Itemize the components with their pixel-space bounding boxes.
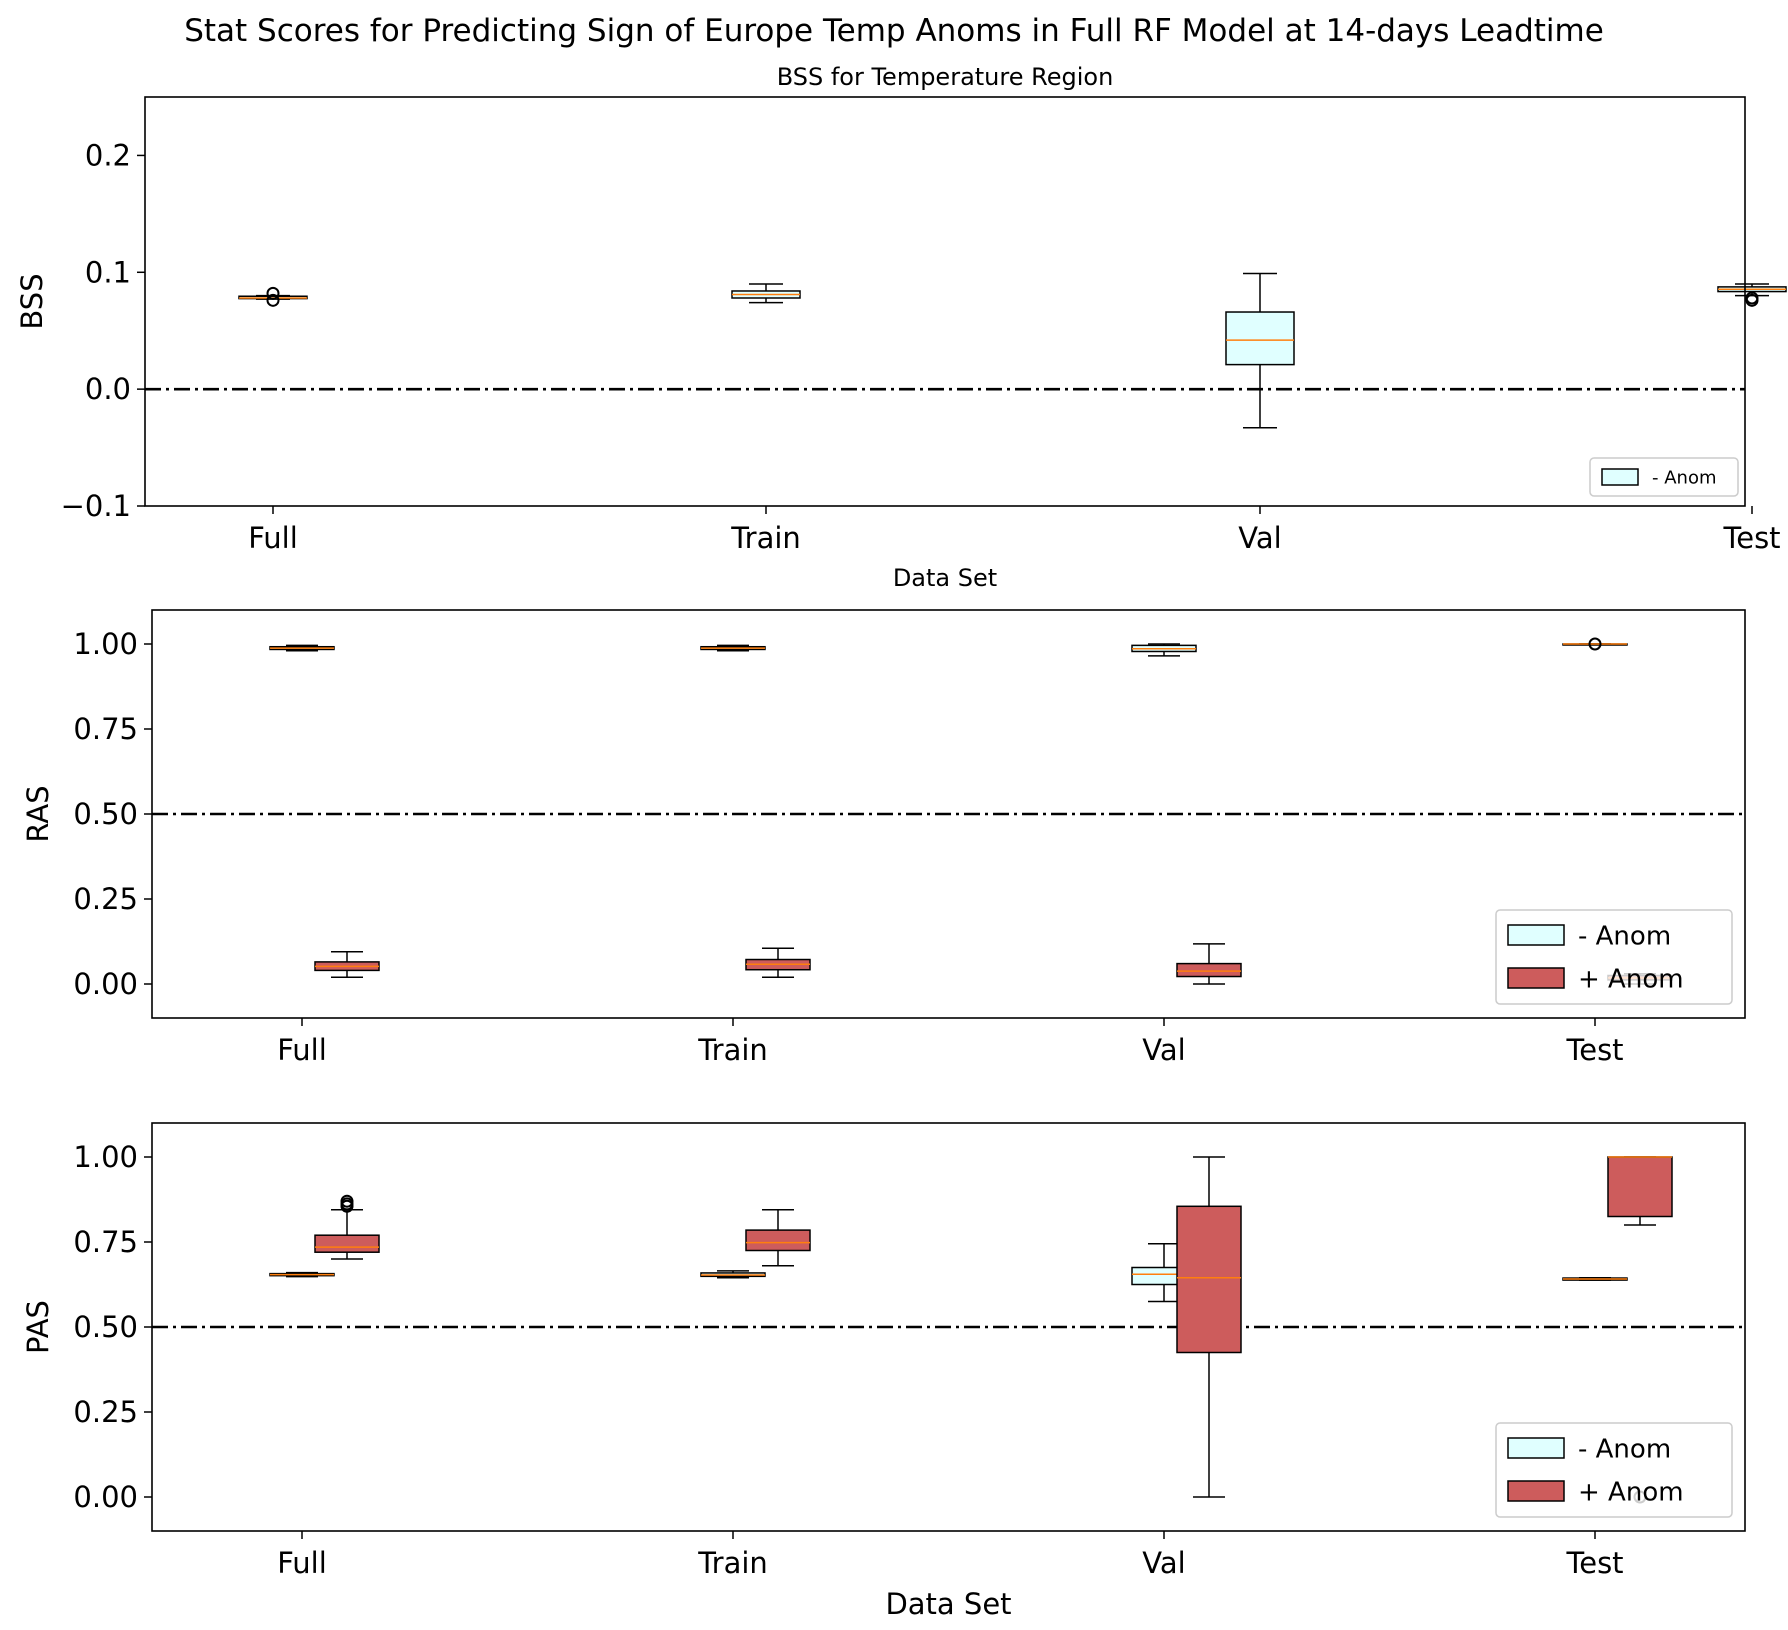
pas-xtick-label: Test — [1565, 1546, 1623, 1580]
ras-ytick-label: 0.75 — [73, 712, 138, 746]
legend-label: - Anom — [1578, 921, 1671, 951]
figure-suptitle: Stat Scores for Predicting Sign of Europ… — [184, 13, 1604, 49]
pas-box-train-neg — [700, 1270, 766, 1279]
ras-axes-frame — [151, 609, 1746, 1019]
outlier-point — [266, 293, 280, 307]
bss-xtick-label: Val — [1238, 521, 1281, 555]
ras-xtick-label: Test — [1565, 1033, 1623, 1067]
pas-xtick-label: Train — [697, 1546, 768, 1580]
pas-box-test-neg — [1562, 1276, 1628, 1281]
ras-box-full-pos — [314, 950, 380, 978]
outlier-point — [340, 1194, 354, 1208]
pas-xtick-label: Full — [277, 1546, 327, 1580]
ras-box-train-pos — [745, 947, 811, 978]
bss-ytick-label: 0.2 — [85, 138, 131, 172]
pas-ytick-label: 1.00 — [73, 1140, 138, 1174]
bss-legend: - Anom — [1589, 457, 1739, 497]
pas-box-test-pos — [1607, 1156, 1673, 1504]
ras-box-val-neg — [1131, 643, 1197, 657]
bss-title: BSS for Temperature Region — [777, 63, 1114, 91]
bss-ylabel: BSS — [15, 273, 49, 329]
ras-ytick-label: 0.25 — [73, 882, 138, 916]
ras-xtick-label: Full — [277, 1033, 327, 1067]
bss-panel: BSS for Temperature Region −0.1 0.0 0.1 0.2 B… — [15, 63, 1787, 592]
ras-panel: 0.00 0.25 0.50 0.75 1.00 RAS Full Train Val Test -… — [21, 609, 1746, 1067]
pas-xlabel: Data Set — [885, 1587, 1011, 1621]
bss-xtick-label: Train — [730, 521, 801, 555]
legend-swatch — [1507, 1480, 1565, 1502]
box-body — [745, 1229, 811, 1252]
legend-label: - Anom — [1652, 467, 1717, 488]
pas-ytick-label: 0.00 — [73, 1480, 138, 1514]
bss-xtick-label: Test — [1722, 521, 1780, 555]
bss-box-test-neg — [1717, 283, 1787, 307]
pas-panel: 0.00 0.25 0.50 0.75 1.00 PAS Full Train Val Test D… — [21, 1122, 1746, 1621]
ras-ytick-label: 0.50 — [73, 797, 138, 831]
bss-xtick-label: Full — [248, 521, 298, 555]
pas-ylabel: PAS — [21, 1300, 55, 1354]
outlier-point — [1588, 637, 1602, 651]
pas-box-train-pos — [745, 1208, 811, 1267]
ras-box-train-neg — [700, 644, 766, 652]
pas-box-full-pos — [314, 1194, 380, 1260]
bss-ytick-label: 0.1 — [85, 255, 131, 289]
pas-ytick-label: 0.50 — [73, 1310, 138, 1344]
legend-swatch — [1507, 1437, 1565, 1459]
pas-legend: - Anom + Anom — [1495, 1422, 1733, 1518]
bss-box-full-neg — [238, 286, 308, 307]
panels: BSS for Temperature Region −0.1 0.0 0.1 0.2 B… — [15, 63, 1787, 1621]
ras-ytick-label: 0.00 — [73, 967, 138, 1001]
ras-xtick-label: Train — [697, 1033, 768, 1067]
ras-legend: - Anom + Anom — [1495, 909, 1733, 1005]
ras-ytick-label: 1.00 — [73, 627, 138, 661]
ras-box-val-pos — [1176, 943, 1242, 985]
legend-label: + Anom — [1578, 1477, 1684, 1507]
pas-axes-frame — [151, 1122, 1746, 1532]
box-body — [1176, 962, 1242, 978]
legend-swatch — [1507, 924, 1565, 946]
bss-ytick-label: 0.0 — [85, 372, 131, 406]
box-body — [1225, 311, 1295, 366]
box-body — [314, 1234, 380, 1253]
ras-xtick-label: Val — [1142, 1033, 1185, 1067]
pas-box-val-pos — [1176, 1156, 1242, 1498]
bss-box-val-neg — [1225, 272, 1295, 429]
ras-box-test-neg — [1562, 637, 1628, 651]
box-body — [1607, 1156, 1673, 1218]
bss-xlabel: Data Set — [893, 564, 997, 592]
pas-ytick-label: 0.25 — [73, 1395, 138, 1429]
ras-ylabel: RAS — [21, 785, 55, 842]
pas-ytick-label: 0.75 — [73, 1225, 138, 1259]
legend-frame — [1589, 457, 1739, 497]
outlier-point — [266, 286, 280, 300]
outlier-point — [1745, 291, 1759, 305]
box-body — [1176, 1205, 1242, 1354]
legend-swatch — [1601, 468, 1639, 486]
pas-xtick-label: Val — [1142, 1546, 1185, 1580]
bss-axes-frame — [144, 96, 1746, 507]
bss-ytick-label: −0.1 — [61, 489, 131, 523]
legend-label: + Anom — [1578, 964, 1684, 994]
ras-box-full-neg — [269, 644, 335, 652]
legend-label: - Anom — [1578, 1434, 1671, 1464]
pas-box-full-neg — [269, 1271, 335, 1278]
legend-swatch — [1507, 967, 1565, 989]
bss-box-train-neg — [731, 283, 801, 304]
